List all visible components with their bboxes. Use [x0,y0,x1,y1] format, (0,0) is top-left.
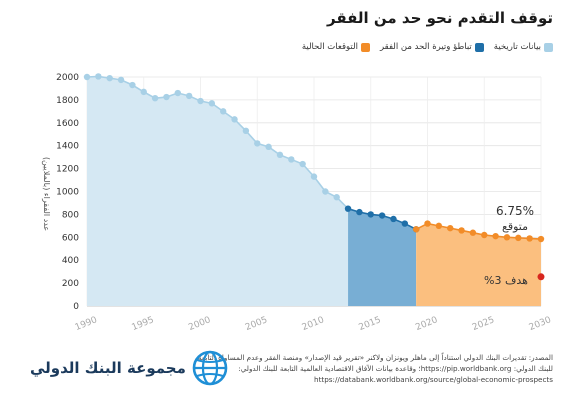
area-forecast [416,223,541,306]
y-tick-label: 1400 [56,142,79,152]
point-forecast [537,235,545,243]
x-tick-label: 2030 [528,315,553,333]
legend-label-historical: بيانات تاريخية [493,42,541,52]
point-slowdown [367,211,374,218]
target-point [537,273,545,281]
point-historical [220,108,227,115]
globe-icon [192,350,228,386]
chart-points [83,73,545,281]
point-historical [151,94,159,102]
x-tick-label: 2015 [358,315,383,333]
legend-item-slowdown: تباطؤ وتيرة الحد من الفقر [380,42,484,52]
legend: بيانات تاريخية تباطؤ وتيرة الحد من الفقر… [302,42,553,52]
point-forecast [447,224,454,232]
x-tick-label: 2005 [244,315,269,333]
point-historical [185,92,193,100]
y-tick-label: 1800 [56,96,79,106]
point-historical [231,116,238,123]
point-historical [197,97,204,105]
point-forecast [492,232,499,240]
legend-swatch-historical [544,42,553,52]
point-historical [276,151,284,159]
y-tick-label: 1200 [56,165,79,175]
y-tick-label: 0 [73,302,79,312]
x-tick-label: 2000 [187,315,212,333]
legend-item-historical: بيانات تاريخية [494,42,553,52]
legend-label-slowdown: تباطؤ وتيرة الحد من الفقر [379,42,472,52]
x-tick-label: 1990 [74,315,99,333]
point-forecast [412,226,420,233]
point-forecast [503,234,511,241]
y-axis-ticks: 0 200 400 600 800 1000 1200 1400 1600 1800 2000 [56,73,79,312]
y-tick-label: 1000 [56,188,79,198]
point-historical [95,73,102,80]
point-historical [163,93,170,101]
point-historical [129,81,136,89]
x-tick-label: 2020 [414,315,439,333]
source-note: المصدر: تقديرات البنك الدولي استناداً إل… [198,353,553,384]
legend-swatch-forecast [360,42,370,52]
point-historical [254,140,261,147]
point-forecast [458,227,465,234]
point-historical [106,74,113,82]
x-tick-label: 2010 [301,315,326,333]
point-slowdown [390,215,397,223]
point-slowdown [356,208,363,216]
x-axis-ticks: 1990 1995 2000 2005 2010 2015 2020 2025 2030 [74,315,553,333]
chart-plot: 1990 1995 2000 2005 2010 2015 2020 2025 2030 0 20… [42,73,553,333]
point-historical [299,160,306,168]
legend-swatch-slowdown [474,42,484,52]
point-historical [265,143,272,151]
y-tick-label: 200 [62,279,79,289]
point-slowdown [378,212,386,219]
y-tick-label: 600 [62,233,79,243]
y-axis-label: عدد الفقراء (بالملايين) [42,157,51,231]
y-tick-label: 2000 [56,73,79,83]
point-historical [117,76,125,84]
point-forecast [526,235,533,242]
point-historical [333,194,340,201]
point-forecast [515,234,522,242]
point-historical [322,188,329,195]
point-historical [174,89,181,97]
y-tick-label: 1600 [56,119,79,129]
world-bank-logo[interactable]: مجموعة البنك الدولي [30,350,228,386]
area-slowdown [348,208,417,306]
point-historical [242,127,250,135]
logo-text: مجموعة البنك الدولي [30,359,186,377]
point-historical [140,88,147,96]
x-tick-label: 2025 [471,315,496,333]
point-slowdown [344,205,352,212]
point-historical [208,100,216,107]
point-historical [83,73,91,81]
point-forecast [424,220,431,227]
point-slowdown [401,220,408,227]
x-tick-label: 1995 [131,315,156,333]
y-tick-label: 800 [62,210,79,220]
chart-title: توقف التقدم نحو حد من الفقر [327,9,553,27]
point-historical [310,173,318,180]
y-tick-label: 400 [62,256,79,266]
annotation-forecast-label: متوقع [502,220,528,233]
legend-item-forecast: التوقعات الحالية [302,42,370,52]
point-historical [288,156,295,163]
annotation-target-label: هدف 3% [484,274,528,287]
point-forecast [435,222,443,230]
area-historical [87,76,349,307]
annotation-forecast-value: 6.75% [496,204,534,218]
point-forecast [481,231,488,239]
point-forecast [469,229,477,236]
chart-areas [87,76,541,307]
legend-label-forecast: التوقعات الحالية [301,42,358,52]
